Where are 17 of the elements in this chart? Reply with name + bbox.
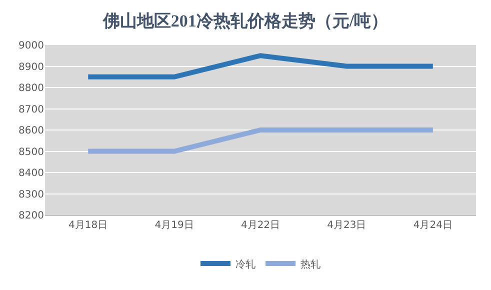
legend-label: 热轧 xyxy=(300,258,320,270)
y-tick-label: 8800 xyxy=(18,83,44,94)
y-tick-label: 8200 xyxy=(18,210,44,222)
y-tick-label: 8900 xyxy=(18,62,44,73)
y-tick-label: 8300 xyxy=(18,189,44,200)
y-tick-label: 8600 xyxy=(18,126,44,136)
y-tick-label: 8500 xyxy=(18,146,44,158)
y-tick-label: 8400 xyxy=(18,168,44,179)
legend-label: 冷轧 xyxy=(236,258,256,270)
x-tick-label: 4月23日 xyxy=(327,220,366,231)
x-tick-label: 4月18日 xyxy=(68,220,108,231)
y-tick-label: 8700 xyxy=(18,104,44,116)
x-tick-label: 4月24日 xyxy=(413,220,452,231)
y-tick-label: 9000 xyxy=(18,40,44,52)
chart-title: 佛山地区201冷热轧价格走势（元/吨） xyxy=(102,11,388,30)
x-tick-label: 4月19日 xyxy=(154,220,194,231)
x-tick-label: 4月22日 xyxy=(240,220,280,231)
